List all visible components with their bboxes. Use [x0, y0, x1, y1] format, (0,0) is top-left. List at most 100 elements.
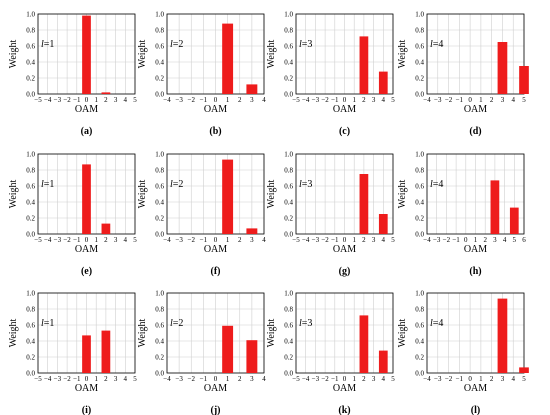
y-tick-label: 0.8 [284, 27, 293, 35]
x-tick-label: 6 [522, 236, 526, 244]
x-tick-label: −3 [175, 375, 183, 383]
x-tick-label: −3 [54, 236, 62, 244]
x-tick-label: 0 [85, 375, 89, 383]
y-tick-label: 0.0 [26, 91, 35, 99]
y-tick-label: 0.4 [26, 59, 35, 67]
gridlines [295, 292, 394, 374]
chart-panel-c: 0.0 0.2 0.4 0.6 0.8 1.0 −5 −4 −3 −2 −1 0 1 2 3 4 5 OAM Wei… [266, 11, 395, 138]
x-tick-label: 3 [493, 236, 497, 244]
y-tick-label: 0.8 [415, 27, 424, 35]
x-tick-label: −2 [188, 236, 196, 244]
x-tick-label: 4 [124, 375, 128, 383]
x-tick-label: 2 [483, 236, 487, 244]
y-tick-label: 0.4 [415, 199, 424, 207]
plot-frame [426, 292, 525, 374]
y-axis-label: Weight [8, 318, 19, 347]
panel-caption: (e) [81, 266, 92, 277]
x-tick-label: −1 [73, 96, 81, 104]
l-value-annotation: l=1 [41, 318, 54, 329]
x-axis-label: OAM [75, 104, 98, 115]
x-tick-label: 0 [464, 236, 468, 244]
bar-oam-1 [222, 325, 234, 373]
x-tick-label: 0 [214, 236, 218, 244]
x-tick-label: 0 [85, 96, 89, 104]
x-tick-label: 4 [511, 375, 515, 383]
y-tick-label: 1.0 [415, 11, 424, 19]
x-tick-label: 5 [133, 96, 137, 104]
y-tick-label: 0.0 [284, 370, 293, 378]
chart-panel-e: 0.0 0.2 0.4 0.6 0.8 1.0 −5 −4 −3 −2 −1 0 1 2 3 4 5 OAM Wei… [8, 151, 137, 278]
x-tick-label: 1 [94, 375, 98, 383]
bar-oam-0 [82, 335, 91, 373]
y-tick-label: 0.0 [26, 231, 35, 239]
l-value-annotation: l=3 [299, 179, 312, 190]
y-tick-label: 0.8 [284, 306, 293, 314]
y-tick-label: 0.6 [415, 43, 424, 51]
panel-caption: (f) [211, 266, 221, 277]
x-tick-label: −2 [445, 96, 453, 104]
x-tick-label: 3 [114, 375, 118, 383]
x-tick-label: −4 [163, 96, 171, 104]
y-tick-label: 0.2 [26, 75, 35, 83]
bar-oam-3 [497, 42, 508, 94]
x-tick-label: −4 [302, 375, 310, 383]
y-tick-label: 0.2 [284, 354, 293, 362]
y-axis-label: Weight [397, 318, 408, 347]
y-tick-label: 0.2 [155, 354, 164, 362]
y-tick-label: 0.8 [26, 167, 35, 175]
bar-oam-5 [519, 367, 529, 373]
x-tick-label: −1 [331, 236, 339, 244]
y-axis-label: Weight [8, 39, 19, 68]
y-tick-label: 0.6 [26, 183, 35, 191]
y-tick-label: 0.2 [26, 354, 35, 362]
x-tick-label: 0 [343, 96, 347, 104]
bar-oam-1 [222, 23, 234, 95]
y-axis-label: Weight [137, 318, 148, 347]
x-tick-label: 0 [214, 96, 218, 104]
x-axis-label: OAM [464, 383, 487, 394]
x-tick-label: 1 [226, 236, 230, 244]
x-tick-label: 2 [362, 236, 366, 244]
x-tick-label: −1 [456, 96, 464, 104]
x-tick-label: 3 [501, 96, 505, 104]
bar-oam-0 [82, 15, 91, 95]
bar-oam-2 [101, 223, 111, 234]
x-tick-label: 4 [382, 236, 386, 244]
y-tick-label: 1.0 [155, 11, 164, 19]
x-tick-label: −2 [63, 236, 71, 244]
y-tick-label: 0.0 [415, 91, 424, 99]
x-tick-label: 1 [352, 96, 356, 104]
x-tick-label: 3 [372, 236, 376, 244]
x-tick-label: 0 [468, 96, 472, 104]
y-tick-label: 0.2 [415, 215, 424, 223]
x-tick-label: −2 [63, 96, 71, 104]
y-axis-label: Weight [266, 318, 277, 347]
bar-oam-3 [246, 228, 258, 234]
gridlines [166, 153, 265, 235]
x-tick-label: −2 [188, 375, 196, 383]
chart-panel-b: 0.0 0.2 0.4 0.6 0.8 1.0 −4 −3 −2 −1 0 1 2 3 4 OAM Weight… [137, 11, 266, 138]
bar-oam-4 [378, 214, 388, 234]
y-tick-label: 0.4 [26, 338, 35, 346]
y-tick-label: 0.8 [155, 27, 164, 35]
x-axis-label: OAM [333, 104, 356, 115]
x-tick-label: 2 [490, 375, 494, 383]
y-tick-label: 1.0 [284, 151, 293, 159]
panel-caption: (a) [81, 126, 93, 137]
l-value-annotation: l=4 [430, 179, 443, 190]
y-tick-label: 0.8 [26, 27, 35, 35]
y-tick-label: 0.8 [26, 306, 35, 314]
y-tick-label: 0.4 [415, 59, 424, 67]
y-tick-label: 0.2 [284, 215, 293, 223]
y-tick-label: 0.6 [284, 322, 293, 330]
panel-caption: (d) [469, 126, 481, 137]
gridlines [426, 153, 525, 235]
x-tick-label: 4 [124, 96, 128, 104]
plot-frame [295, 13, 394, 95]
x-tick-label: −2 [63, 375, 71, 383]
y-tick-label: 1.0 [26, 11, 35, 19]
plot-frame [166, 292, 265, 374]
x-tick-label: −4 [44, 96, 52, 104]
x-axis-label: OAM [464, 104, 487, 115]
y-tick-label: 0.0 [284, 91, 293, 99]
